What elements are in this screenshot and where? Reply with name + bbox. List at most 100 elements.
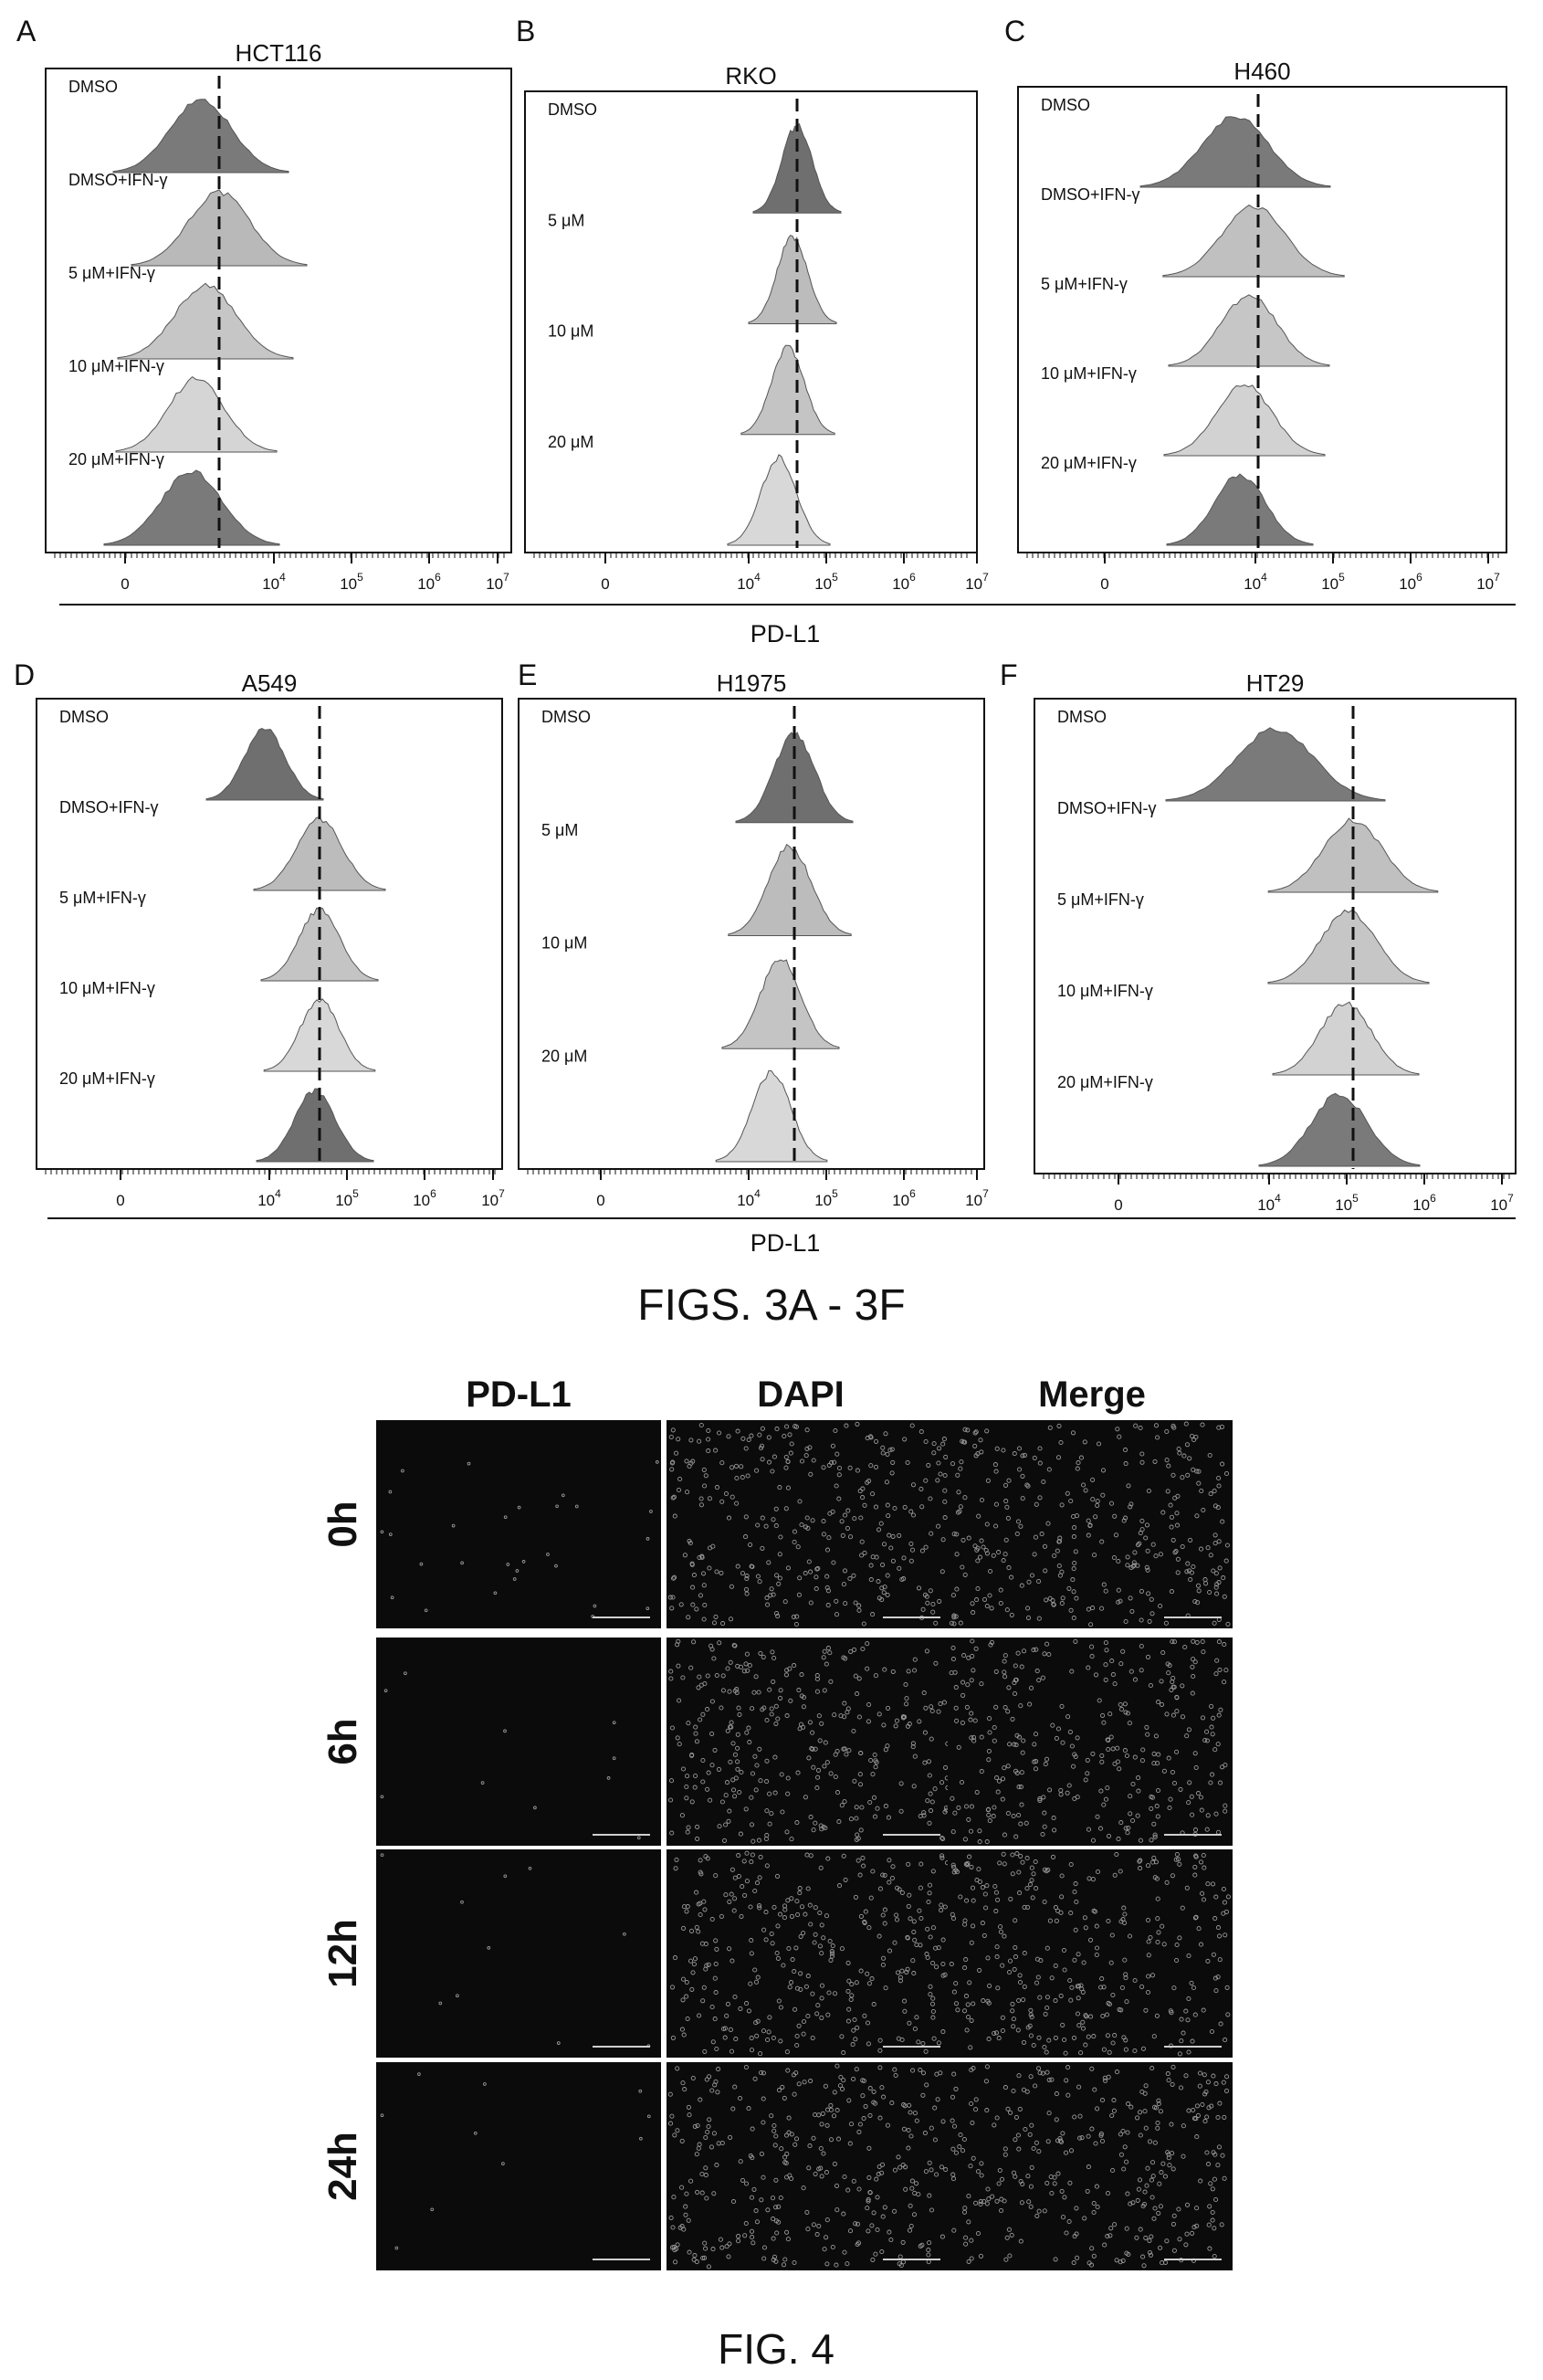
cell-nucleus xyxy=(798,1986,803,1992)
cell-nucleus xyxy=(910,1958,916,1964)
cell-nucleus xyxy=(668,2215,674,2220)
cell-nucleus xyxy=(771,2257,776,2262)
cell-nucleus xyxy=(811,1764,816,1770)
cell-nucleus xyxy=(1086,1532,1091,1538)
cell-nucleus xyxy=(761,2175,766,2180)
cell-nucleus xyxy=(805,2227,811,2232)
cell-nucleus xyxy=(771,2217,776,2222)
cell-nucleus xyxy=(774,1873,781,1879)
cell-nucleus xyxy=(877,2065,883,2070)
cell-nucleus xyxy=(1085,2188,1090,2194)
cell-nucleus xyxy=(1207,1452,1212,1459)
cell-nucleus xyxy=(765,1602,771,1607)
histogram-peak xyxy=(1166,473,1314,546)
cell-nucleus xyxy=(1032,1455,1037,1460)
cell-nucleus xyxy=(927,1882,933,1888)
cell-nucleus xyxy=(846,1978,852,1984)
cell-nucleus xyxy=(1101,1985,1107,1990)
cell-nucleus xyxy=(778,2005,783,2010)
cell-nucleus xyxy=(728,1724,733,1730)
cell-nucleus xyxy=(732,1875,738,1880)
cell-nucleus xyxy=(909,2178,915,2184)
cell-nucleus xyxy=(751,1838,756,1844)
cell-nucleus xyxy=(1036,1578,1042,1585)
cell-nucleus xyxy=(698,1911,703,1918)
fig4-col-header-pdl1: PD-L1 xyxy=(466,1374,572,1415)
cell-nucleus xyxy=(958,1894,963,1900)
tick-label: 105 xyxy=(335,1187,359,1209)
cell-nucleus xyxy=(883,1431,888,1437)
cell-nucleus xyxy=(857,1782,864,1787)
cell-nucleus xyxy=(404,1671,407,1676)
cell-nucleus xyxy=(871,2089,876,2094)
cell-nucleus xyxy=(870,1772,876,1777)
cell-nucleus xyxy=(1042,1867,1047,1872)
cell-nucleus xyxy=(887,1880,892,1885)
cell-nucleus xyxy=(667,2091,673,2097)
cell-nucleus xyxy=(1044,2049,1049,2055)
cell-nucleus xyxy=(926,1899,931,1905)
cell-nucleus xyxy=(1071,1513,1076,1520)
cell-nucleus xyxy=(1190,1690,1195,1696)
tick-label: 0 xyxy=(601,575,609,593)
cell-nucleus xyxy=(882,1667,887,1672)
row-label: 20 μM+IFN-γ xyxy=(68,450,164,469)
cell-nucleus xyxy=(808,1922,813,1927)
cell-nucleus xyxy=(1063,2150,1069,2155)
micrograph-image xyxy=(376,1849,661,2058)
cell-nucleus xyxy=(865,1971,870,1976)
cell-nucleus xyxy=(1044,1641,1050,1647)
cell-nucleus xyxy=(1033,1766,1039,1772)
cell-nucleus xyxy=(1217,1565,1223,1571)
cell-nucleus xyxy=(709,1763,715,1768)
cell-nucleus xyxy=(795,1544,801,1550)
cell-nucleus xyxy=(940,1441,946,1447)
cell-nucleus xyxy=(962,2206,968,2211)
cell-nucleus xyxy=(749,1433,754,1438)
cell-nucleus xyxy=(1110,1992,1116,1998)
panel-letter: F xyxy=(1000,658,1018,691)
cell-nucleus xyxy=(1151,2034,1157,2039)
cell-nucleus xyxy=(1034,2140,1039,2145)
cell-nucleus xyxy=(926,1759,931,1764)
cell-nucleus xyxy=(979,1734,984,1740)
cell-nucleus xyxy=(1220,1764,1225,1770)
cell-nucleus xyxy=(918,1943,923,1948)
cell-nucleus xyxy=(735,1564,740,1569)
cell-nucleus xyxy=(769,1931,774,1936)
cell-nucleus xyxy=(1217,1667,1223,1672)
cell-nucleus xyxy=(908,2203,913,2208)
cell-nucleus xyxy=(1089,2126,1095,2132)
cell-nucleus xyxy=(940,2119,946,2124)
cell-nucleus xyxy=(1197,2070,1203,2076)
cell-nucleus xyxy=(1223,1909,1229,1914)
cell-nucleus xyxy=(1207,2204,1212,2209)
cell-nucleus xyxy=(1189,1980,1194,1985)
cell-nucleus xyxy=(895,1970,901,1975)
cell-nucleus xyxy=(1150,1859,1156,1865)
row-label: DMSO xyxy=(548,100,597,119)
cell-nucleus xyxy=(851,2027,856,2033)
cell-nucleus xyxy=(953,1981,959,1986)
cell-nucleus xyxy=(752,1753,758,1759)
cell-nucleus xyxy=(851,1728,856,1734)
cell-nucleus xyxy=(670,1595,676,1600)
cell-nucleus xyxy=(988,1568,993,1574)
cell-nucleus xyxy=(1031,2145,1036,2152)
cell-nucleus xyxy=(706,1770,711,1775)
cell-nucleus xyxy=(1175,1493,1181,1499)
cell-nucleus xyxy=(867,2086,873,2091)
cell-nucleus xyxy=(727,1899,732,1904)
cell-nucleus xyxy=(954,1552,960,1557)
cell-nucleus xyxy=(832,1712,837,1718)
cell-nucleus xyxy=(1170,2221,1176,2227)
cell-nucleus xyxy=(834,2262,839,2268)
cell-nucleus xyxy=(1155,1814,1160,1819)
cell-nucleus xyxy=(693,1773,698,1779)
cell-nucleus xyxy=(1078,1455,1084,1460)
cell-nucleus xyxy=(876,1527,882,1532)
cell-nucleus xyxy=(1192,1598,1198,1605)
cell-nucleus xyxy=(1143,2125,1149,2131)
cell-nucleus xyxy=(743,1534,749,1540)
cell-nucleus xyxy=(773,1523,779,1529)
